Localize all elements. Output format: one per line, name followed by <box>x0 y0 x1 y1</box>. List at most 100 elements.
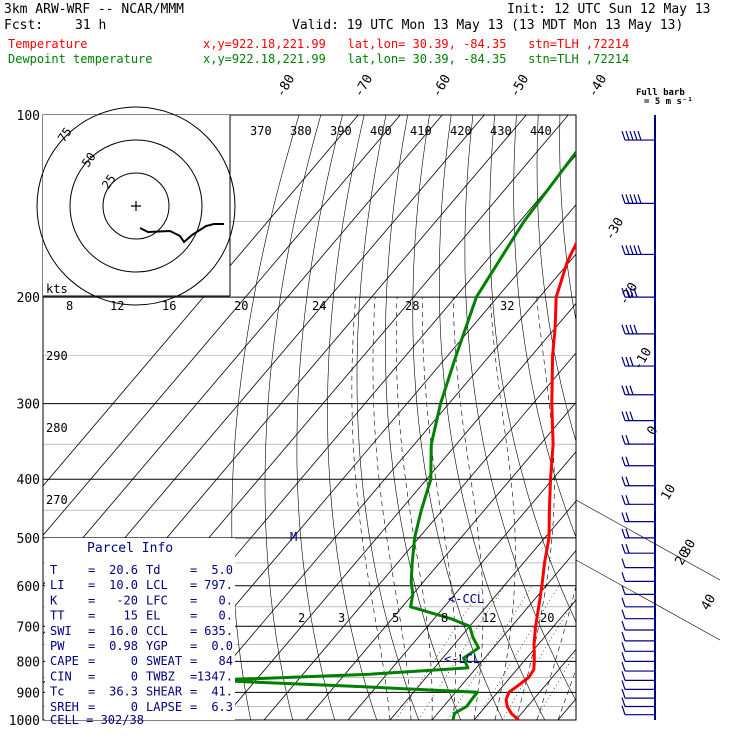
wind-barb-flag <box>621 356 626 367</box>
hodograph-ring-label: 50 <box>79 150 99 170</box>
isotherm-label: -70 <box>351 72 376 100</box>
init-time: Init: 12 UTC Sun 12 May 13 <box>507 2 711 17</box>
wind-barb-flag <box>625 495 630 505</box>
parcel-value: 1347. <box>197 669 233 683</box>
isotherm-line <box>43 115 401 536</box>
wind-barb-flag <box>621 680 626 690</box>
parcel-panel-bg <box>45 538 235 720</box>
wind-barb-flag <box>621 245 626 255</box>
parcel-eq: = <box>190 624 197 638</box>
isotherm-label: -80 <box>273 72 298 100</box>
moist-adiabat <box>372 297 412 720</box>
isotherm-line <box>642 115 740 720</box>
dry-adiabat <box>582 115 740 720</box>
parcel-eq: = <box>190 593 197 607</box>
wind-barb-flag <box>621 597 626 608</box>
wind-barb-flag <box>633 130 638 141</box>
pressure-tick-label: 700 <box>17 620 40 635</box>
parcel-key: LAPSE <box>146 700 182 714</box>
wind-barb-flag <box>621 512 626 522</box>
wind-barb-flag <box>625 287 630 298</box>
dry-adiabat <box>559 115 576 323</box>
parcel-key: YGP <box>146 639 168 653</box>
parcel-key: CIN <box>50 669 72 683</box>
wind-barb-flag <box>621 642 626 652</box>
valid-time: Valid: 19 UTC Mon 13 May 13 (13 MDT Mon … <box>292 18 684 33</box>
pressure-tick-label: 600 <box>17 580 40 595</box>
wind-barb-flag <box>621 385 626 395</box>
parcel-value: 41. <box>211 685 233 699</box>
parcel-value: -20 <box>116 593 138 607</box>
isotherm-line <box>473 599 576 720</box>
parcel-value: 10.0 <box>109 578 138 592</box>
isotherm-label: -20 <box>616 280 641 308</box>
wind-barb-flag <box>633 324 638 335</box>
temperature-legend: Temperature <box>8 37 88 51</box>
parcel-eq: = <box>88 624 95 638</box>
dry-adiabat <box>625 115 740 720</box>
wind-barb-flag <box>621 620 626 631</box>
wind-barb-flag <box>633 245 638 255</box>
mixing-ratio-label: 20 <box>540 611 554 625</box>
wind-barb-flag <box>621 434 626 445</box>
barb-legend: Full barb <box>636 88 685 98</box>
theta-label: 400 <box>370 124 392 138</box>
wind-barb-flag <box>621 705 626 715</box>
wind-barb-flag <box>621 543 626 554</box>
wind-barb-flag <box>625 528 630 539</box>
wind-barb-flag <box>637 194 642 204</box>
wind-barb-flag <box>633 194 638 204</box>
dry-adiabat <box>513 115 576 538</box>
mixing-ratio-label: 2 <box>298 611 305 625</box>
theta-label: 440 <box>530 124 552 138</box>
wind-barb-flag <box>621 609 626 619</box>
moist-adiabat <box>422 297 457 720</box>
parcel-eq: = <box>190 639 197 653</box>
isotherm-label: -60 <box>429 72 454 100</box>
parcel-value: 6.3 <box>211 700 233 714</box>
parcel-value: 0. <box>219 593 233 607</box>
dry-adiabat <box>356 115 420 720</box>
wind-barb-flag <box>625 434 630 445</box>
dry-adiabat <box>464 115 576 702</box>
isotherm-label: -50 <box>507 72 532 100</box>
hodograph-trace <box>139 223 224 244</box>
mixing-ratio-label: 24 <box>312 299 326 313</box>
parcel-eq: = <box>88 700 95 714</box>
wind-barb-flag <box>621 652 626 662</box>
dry-adiabat <box>647 115 740 720</box>
parcel-info-panel: Parcel Info T = 20.6 Td = 5.0 LI = 10.0 LCL = 797. K =… <box>45 538 235 727</box>
parcel-key: TT <box>50 609 64 623</box>
hodograph-ring-label: 75 <box>55 125 75 145</box>
wind-barb-flag <box>629 411 634 421</box>
pressure-tick-label: 400 <box>17 473 40 488</box>
isotherm-line <box>305 401 576 720</box>
parcel-value: 0. <box>219 609 233 623</box>
wind-barb-flag <box>625 356 630 367</box>
hodograph-origin <box>131 201 141 211</box>
isotherm-label: 40 <box>698 592 719 613</box>
isotherm-line <box>43 115 359 487</box>
moist-adiabat <box>489 297 516 720</box>
wind-barb-flag <box>625 543 630 554</box>
wind-barb-flag <box>629 287 634 298</box>
parcel-eq: = <box>190 700 197 714</box>
parcel-eq: = <box>190 654 197 668</box>
wind-barbs: Full barb= 5 m s⁻¹ <box>575 88 721 720</box>
theta-label: 280 <box>46 421 68 435</box>
theta-label: 370 <box>250 124 272 138</box>
parcel-key: TWBZ <box>146 669 175 683</box>
dry-adiabat <box>264 115 322 720</box>
parcel-eq: = <box>88 578 95 592</box>
dry-adiabat <box>536 115 576 443</box>
parcel-key: SHEAR <box>146 685 183 699</box>
parcel-key: LI <box>50 578 64 592</box>
parcel-value: 16.0 <box>109 624 138 638</box>
parcel-eq: = <box>88 609 95 623</box>
isotherm-line <box>221 302 576 720</box>
temperature-profile <box>504 240 576 720</box>
forecast-label: Fcst: <box>4 18 44 33</box>
dewpoint-legend: Dewpoint temperature <box>8 52 153 66</box>
isotherm-label: 20 <box>672 547 693 568</box>
